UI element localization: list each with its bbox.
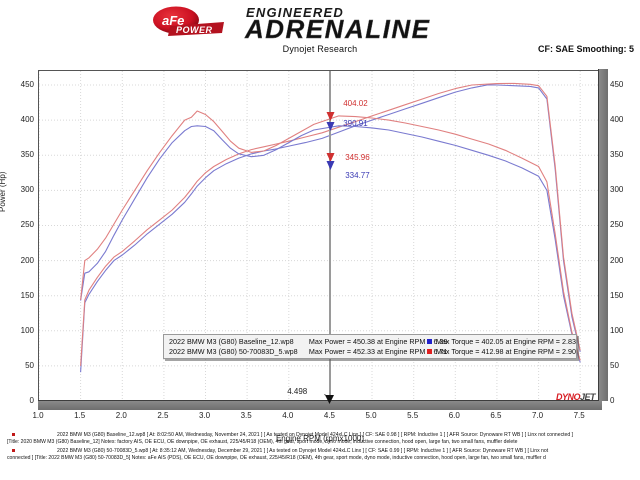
curve-lines	[80, 82, 581, 373]
x-axis-tick: 7.0	[531, 411, 544, 420]
chart-legend: 2022 BMW M3 (G80) Baseline_12.wp8 Max Po…	[163, 334, 577, 359]
x-axis-tick: 6.5	[490, 411, 502, 420]
grid-lines	[39, 71, 601, 401]
callout-marker	[326, 119, 335, 137]
x-axis-tick: 2.0	[115, 411, 127, 420]
dynojet-research-subtitle: Dynojet Research	[282, 44, 358, 54]
legend-swatch-blue-2	[426, 338, 432, 344]
y-axis-left-tick: 50	[25, 360, 34, 370]
y-axis-left-tick: 450	[20, 80, 34, 90]
x-axis-tick: 3.5	[240, 411, 252, 420]
data-callout-label: 345.96	[345, 153, 370, 163]
callout-marker	[326, 158, 335, 176]
cf-smoothing-label: CF: SAE Smoothing: 5	[538, 44, 634, 54]
callout-marker-icon	[326, 112, 335, 122]
y-axis-left-tick: 0	[29, 396, 34, 405]
y-axis-right-tick: 300	[610, 185, 624, 195]
y-axis-right-tick: 150	[610, 290, 624, 300]
y-axis-left-tick: 150	[20, 290, 34, 300]
footnote-line: 2022 BMW M3 (G80) Baseline_12.wp8 [ At: …	[57, 432, 574, 438]
callout-marker-icon	[326, 160, 335, 170]
y-axis-left-tick: 300	[20, 185, 34, 195]
afe-power-badge: aFe POWER	[150, 6, 228, 36]
callout-marker-icon	[326, 121, 335, 131]
x-axis-tick: 5.0	[365, 411, 377, 420]
footnote-line: 2022 BMW M3 (G80) 50-70083D_5.wp8 [ At: …	[57, 447, 549, 454]
callout-marker	[326, 150, 335, 168]
legend-max-power-text: Max Power = 450.38 at Engine RPM = 6.39	[308, 336, 448, 346]
legend-max-torque: Max Torque = 402.05 at Engine RPM = 2.83	[426, 336, 576, 346]
x-axis-tick: 1.5	[74, 411, 86, 420]
cursor-rpm-value: 4.498	[287, 387, 308, 396]
data-callout-label: 404.02	[343, 99, 368, 109]
x-axis-tick: 4.0	[282, 411, 294, 420]
legend-max-power-text: Max Power = 452.33 at Engine RPM = 6.71	[308, 346, 448, 356]
footnote-bullet-icon	[12, 433, 15, 436]
brand-sub-text: ENGINEERED	[246, 5, 344, 20]
footnote-block: 2022 BMW M3 (G80) 50-70083D_5.wp8 [ At: …	[0, 448, 640, 463]
y-axis-right-tick: 100	[610, 325, 624, 335]
legend-max-power: Max Power = 452.33 at Engine RPM = 6.71	[305, 347, 448, 356]
page-header: ENGINEERED ADRENALINE aFe POWER Dynojet …	[0, 0, 640, 62]
y-axis-right-tick: 200	[610, 255, 624, 265]
y-axis-right-tick: 450	[610, 80, 624, 90]
power-text: POWER	[176, 25, 213, 35]
x-axis-tick: 1.0	[32, 411, 44, 420]
footnote-line: [Title: 2020 BMW M3 (G80) Baseline_12] N…	[7, 439, 518, 446]
callout-marker-icon	[326, 153, 335, 163]
legend-series-name: 2022 BMW M3 (G80) 50-70083D_5.wp8	[169, 346, 298, 356]
y-axis-right-tick: 350	[610, 150, 624, 160]
y-axis-left-tick: 250	[20, 220, 34, 230]
y-axis-right-tick: 50	[610, 360, 619, 370]
legend-max-torque-text: Max Torque = 412.98 at Engine RPM = 2.90	[435, 346, 576, 356]
y-axis-right-tick: 250	[610, 220, 624, 230]
cursor-arrow[interactable]	[292, 388, 335, 410]
callout-marker	[326, 109, 335, 127]
y-axis-left-tick: 100	[20, 325, 34, 335]
footnotes: 2022 BMW M3 (G80) Baseline_12.wp8 [ At: …	[0, 432, 640, 480]
legend-max-power: Max Power = 450.38 at Engine RPM = 6.39	[305, 337, 448, 346]
afe-badge-svg: aFe POWER	[153, 6, 224, 36]
x-axis-tick: 5.5	[407, 411, 419, 420]
adrenaline-logo: ENGINEERED ADRENALINE	[150, 4, 490, 44]
data-callout-label: 390.91	[343, 118, 368, 128]
y-axis-left-tick: 350	[20, 150, 34, 160]
legend-row: 2022 BMW M3 (G80) 50-70083D_5.wp8 Max Po…	[164, 346, 576, 356]
y-axis-left-tick: 200	[20, 255, 34, 265]
dyno-chart: Power (Hp) Torque (Ft-lbs) 0501001502002…	[0, 62, 640, 443]
adrenaline-wordmark-svg: ENGINEERED ADRENALINE	[244, 5, 430, 44]
legend-series-name: 2022 BMW M3 (G80) Baseline_12.wp8	[169, 336, 294, 346]
legend-max-torque-text: Max Torque = 402.05 at Engine RPM = 2.83	[435, 336, 576, 346]
watermark-jet: JET	[580, 392, 596, 402]
cursor-line[interactable]	[329, 71, 332, 401]
data-callout-label: 334.77	[345, 170, 370, 180]
x-axis-tick: 7.5	[573, 411, 585, 420]
legend-swatch-red-2	[426, 348, 432, 354]
brand-main-text: ADRENALINE	[244, 14, 430, 42]
legend-max-torque: Max Torque = 412.98 at Engine RPM = 2.90	[426, 346, 576, 356]
x-axis-title: Engine RPM (rpmx1000)	[275, 434, 365, 443]
legend-row: 2022 BMW M3 (G80) Baseline_12.wp8 Max Po…	[164, 336, 576, 346]
footnote-bullet-icon	[12, 448, 15, 452]
footnote-block: 2022 BMW M3 (G80) Baseline_12.wp8 [ At: …	[0, 432, 640, 447]
x-axis-tick: 6.0	[448, 411, 460, 420]
y-axis-left-tick: 400	[20, 115, 34, 125]
cursor-arrow-icon	[292, 388, 335, 404]
afe-text: aFe	[162, 13, 184, 28]
footnote-line: connected ] [Title: 2022 BMW M3 (G80) 50…	[7, 455, 546, 462]
watermark-dyno: DYNO	[556, 392, 581, 402]
y-axis-right-bar	[598, 69, 608, 401]
x-axis-tick: 4.5	[323, 411, 335, 420]
x-axis-tick: 3.0	[198, 411, 211, 420]
y-axis-right-tick: 400	[610, 115, 624, 125]
y-axis-right-tick: 0	[610, 396, 615, 405]
x-axis-tick: 2.5	[157, 411, 169, 420]
dynojet-watermark: DYNOJET	[556, 392, 596, 402]
x-axis-bar	[38, 400, 602, 410]
